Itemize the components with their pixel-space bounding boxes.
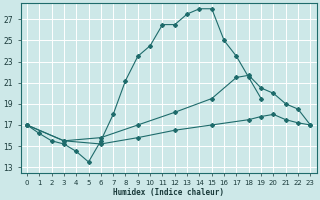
X-axis label: Humidex (Indice chaleur): Humidex (Indice chaleur)	[113, 188, 224, 197]
